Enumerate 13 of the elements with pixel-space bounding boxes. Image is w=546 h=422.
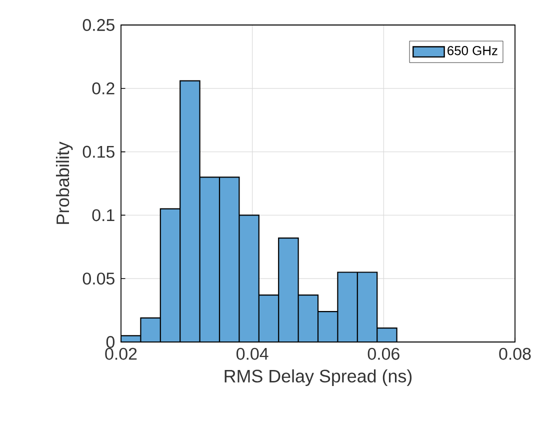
y-tick-label: 0.15 [82, 146, 114, 158]
legend-label: 650 GHz [448, 46, 498, 56]
y-tick-label: 0.2 [92, 82, 114, 94]
y-tick-label: 0 [106, 336, 114, 348]
x-tick-label: 0.04 [236, 348, 268, 360]
y-axis-title: Probability [56, 142, 73, 224]
y-tick-label: 0.1 [92, 209, 114, 222]
x-axis-title: RMS Delay Spread (ns) [224, 369, 412, 386]
y-tick-label: 0.05 [82, 272, 114, 285]
x-tick-label: 0.02 [105, 348, 137, 360]
x-tick-label: 0.06 [368, 348, 400, 360]
y-tick-label: 0.25 [82, 19, 114, 31]
x-tick-label: 0.08 [499, 348, 531, 360]
